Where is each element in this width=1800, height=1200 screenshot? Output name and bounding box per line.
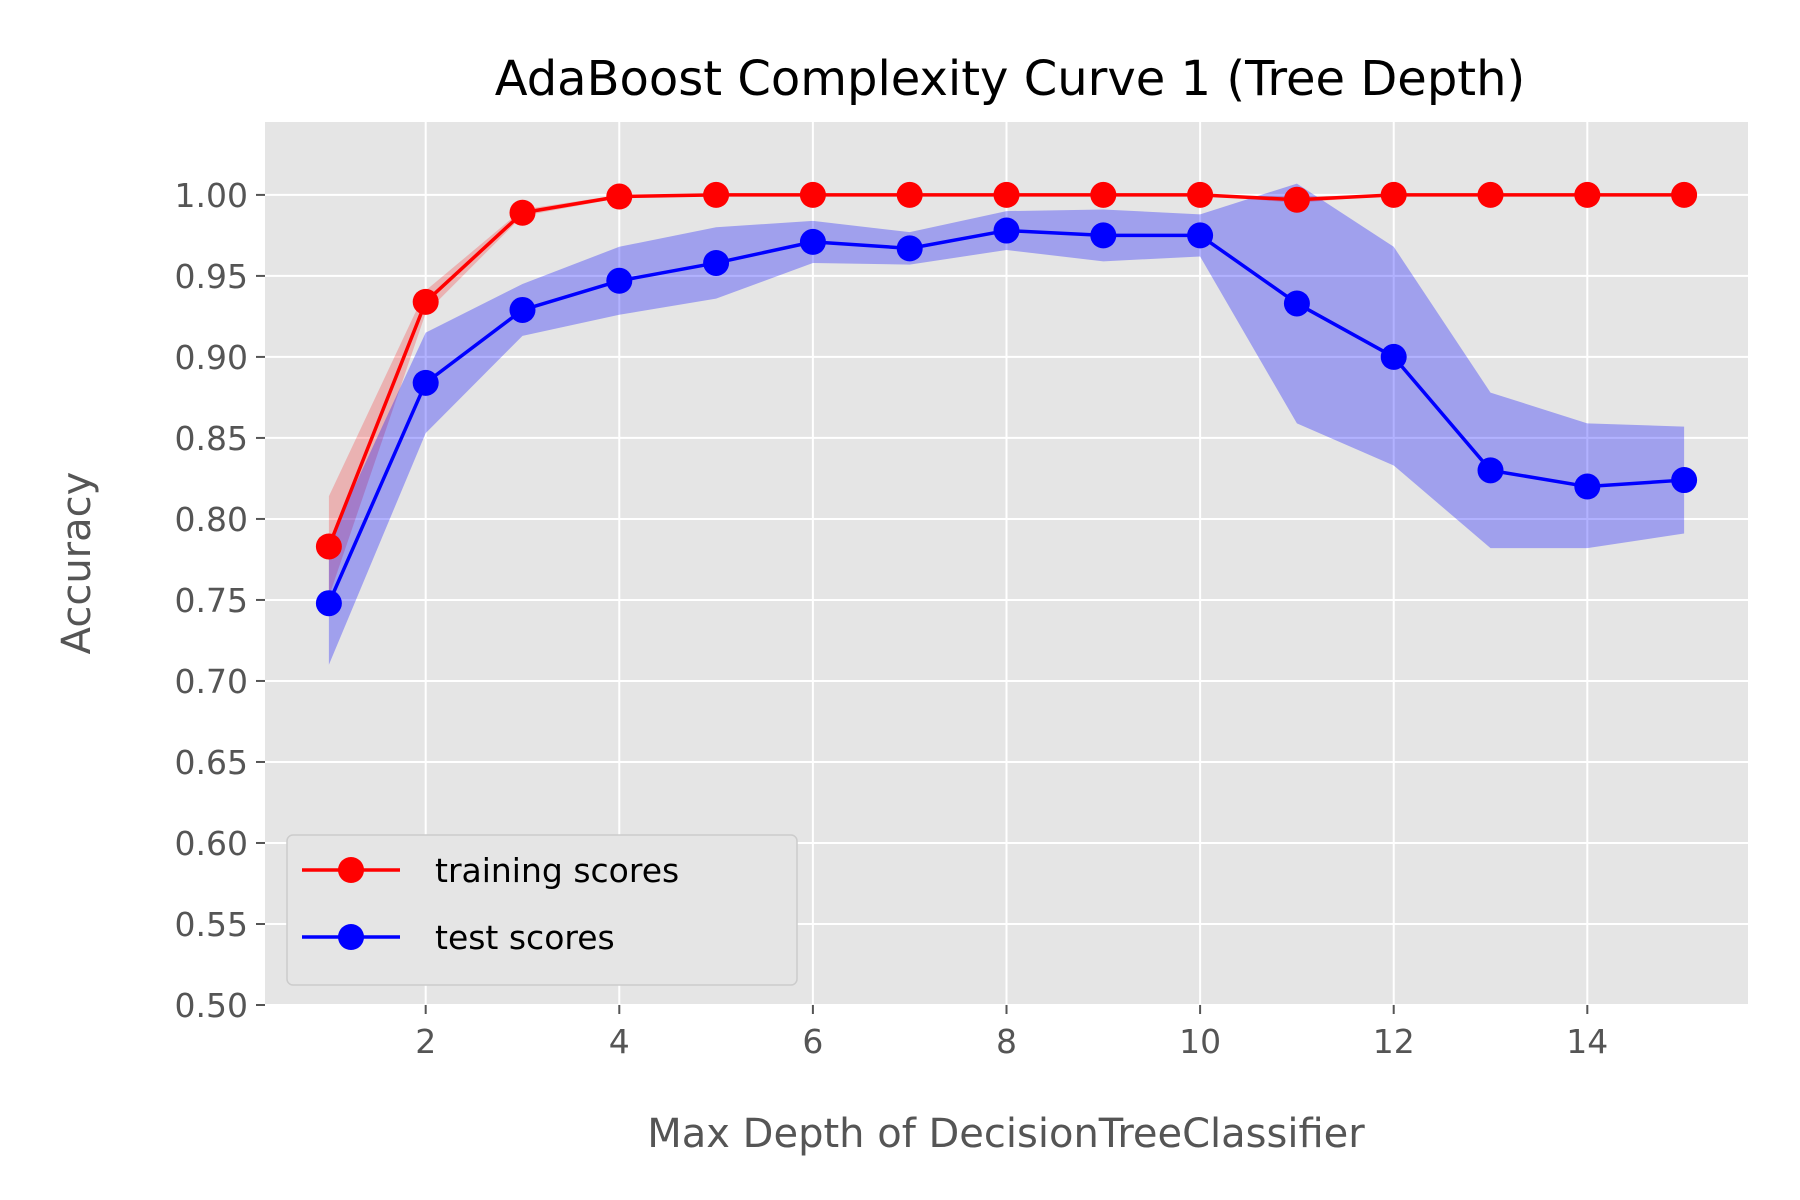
data-point-0 [606, 183, 633, 210]
x-tick-label: 8 [996, 1022, 1017, 1061]
data-point-1 [606, 267, 633, 294]
data-point-0 [1380, 181, 1407, 208]
x-tick-label: 14 [1566, 1022, 1608, 1061]
data-point-1 [1477, 457, 1504, 484]
y-tick-label: 0.75 [175, 581, 248, 620]
x-axis-label: Max Depth of DecisionTreeClassifier [647, 1111, 1365, 1157]
y-tick-label: 0.55 [175, 905, 248, 944]
data-point-0 [1574, 181, 1601, 208]
series-markers [315, 181, 1698, 617]
data-point-1 [1671, 467, 1698, 494]
data-point-0 [315, 533, 342, 560]
y-tick-label: 0.85 [175, 419, 248, 458]
y-tick-labels: 0.50 0.55 0.60 0.65 0.70 0.75 0.80 0.85 0.90 0.95… [175, 176, 265, 1025]
data-point-0 [703, 181, 730, 208]
x-tick-label: 12 [1373, 1022, 1415, 1061]
y-axis-label: Accuracy [54, 472, 100, 655]
confidence-bands [328, 183, 1685, 665]
data-point-0 [509, 199, 536, 226]
data-point-1 [315, 590, 342, 617]
legend-box [286, 834, 798, 986]
chart-title: AdaBoost Complexity Curve 1 (Tree Depth) [495, 51, 1526, 107]
y-tick-label: 0.50 [175, 986, 248, 1025]
legend-marker [338, 857, 364, 883]
y-tick-label: 0.80 [175, 500, 248, 539]
x-tick-labels: 2 4 6 8 10 12 14 [415, 1005, 1608, 1061]
x-tick-label: 10 [1179, 1022, 1221, 1061]
confidence-band-1 [328, 183, 1685, 665]
data-point-0 [1477, 181, 1504, 208]
data-point-1 [509, 296, 536, 323]
data-point-1 [1574, 473, 1601, 500]
data-point-1 [896, 235, 923, 262]
data-point-0 [412, 288, 439, 315]
legend-label: test scores [435, 918, 615, 957]
data-point-0 [993, 181, 1020, 208]
x-tick-label: 6 [802, 1022, 823, 1061]
x-tick-label: 4 [609, 1022, 630, 1061]
y-tick-label: 1.00 [175, 176, 248, 215]
x-tick-label: 2 [415, 1022, 436, 1061]
data-point-0 [1090, 181, 1117, 208]
data-point-1 [1187, 222, 1214, 249]
data-point-0 [799, 181, 826, 208]
data-point-0 [1187, 181, 1214, 208]
data-point-1 [1380, 343, 1407, 370]
data-point-1 [1090, 222, 1117, 249]
data-point-1 [799, 228, 826, 255]
legend-marker [338, 924, 364, 950]
y-tick-label: 0.60 [175, 824, 248, 863]
legend-label: training scores [435, 851, 679, 890]
data-point-1 [1283, 290, 1310, 317]
data-point-0 [1283, 186, 1310, 213]
data-point-0 [1671, 181, 1698, 208]
data-point-1 [412, 369, 439, 396]
data-point-1 [703, 249, 730, 276]
y-tick-label: 0.95 [175, 257, 248, 296]
legend: training scores test scores [286, 834, 798, 986]
y-tick-label: 0.90 [175, 338, 248, 377]
y-tick-label: 0.65 [175, 743, 248, 782]
data-point-1 [993, 217, 1020, 244]
y-tick-label: 0.70 [175, 662, 248, 701]
data-point-0 [896, 181, 923, 208]
